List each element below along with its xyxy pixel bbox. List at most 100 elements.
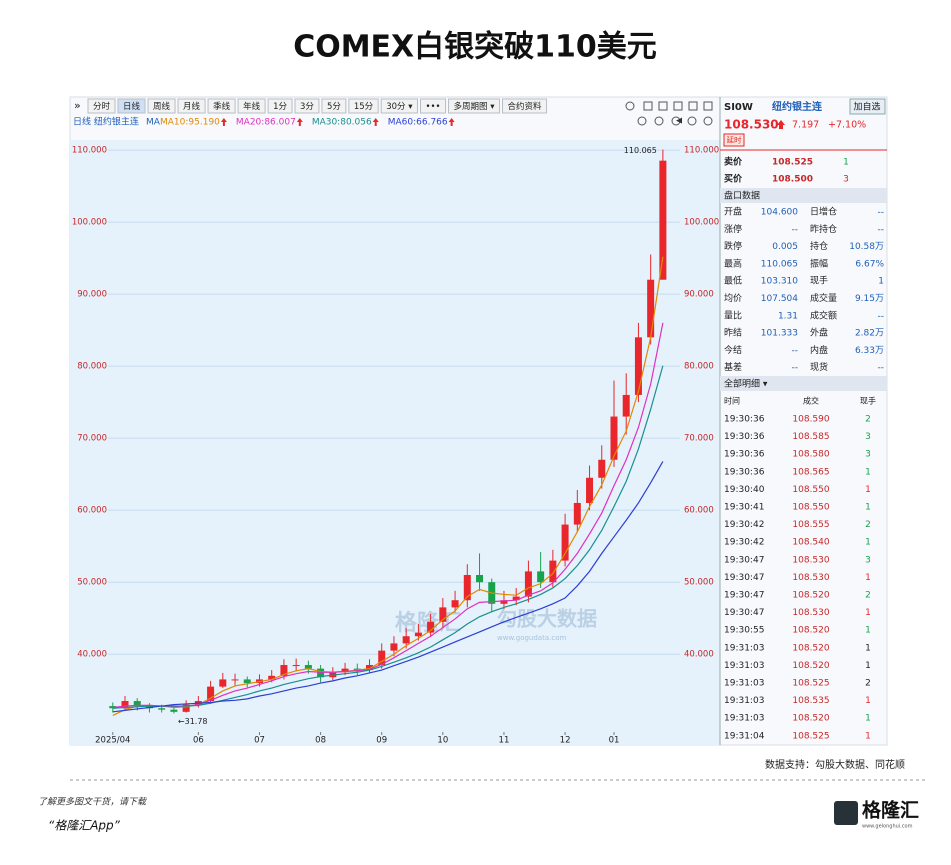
add-watchlist-button[interactable] (849, 98, 886, 115)
toolbar-button[interactable] (448, 98, 501, 114)
toolbar-button-label: 5分 (327, 102, 341, 112)
trade-cell: 19:30:42 (724, 520, 764, 530)
toolbar-button[interactable] (87, 98, 116, 114)
ma-line (112, 256, 664, 716)
ma-line (112, 461, 664, 713)
stat-value: -- (792, 225, 799, 235)
x-tick-label: 08 (315, 736, 326, 746)
delay-tag (723, 133, 745, 147)
annotation-high: 110.065 (624, 146, 657, 155)
toolbar-button[interactable] (207, 98, 236, 114)
stat-value: -- (792, 363, 799, 373)
candle-body (451, 600, 459, 608)
stat-value: -- (878, 225, 885, 235)
trade-cell: 19:30:47 (724, 573, 764, 583)
legend-entry: MA60:66.766 (388, 118, 448, 128)
trade-cell: 108.530 (792, 608, 829, 618)
x-tick-label: 01 (609, 736, 620, 746)
add-watchlist-label: 加自选 (853, 101, 880, 113)
y-tick-label-right: 80.000 (684, 362, 714, 372)
legend-arrow (296, 118, 303, 126)
footer-source: 数据支持：勾股大数据、同花顺 (765, 758, 905, 771)
y-tick-label: 60.000 (77, 506, 107, 516)
section-bar (720, 188, 887, 203)
toolbar-button[interactable] (419, 98, 447, 114)
stat-label: 昨持仓 (810, 223, 837, 235)
candle-body (231, 679, 239, 681)
trade-cell: 1 (865, 731, 871, 741)
stat-label: 开盘 (724, 206, 742, 218)
x-tick-label: 10 (437, 736, 448, 746)
toolbar-button[interactable] (502, 98, 548, 114)
toolbar-button[interactable] (177, 98, 206, 114)
trade-cell: 3 (865, 450, 871, 460)
toolbar-button[interactable] (294, 98, 320, 114)
logo-url: www.gelonghui.com (862, 824, 913, 830)
trade-cell: 19:31:03 (724, 643, 764, 653)
candle-body (268, 675, 276, 680)
candle-body (476, 574, 484, 583)
watermark: www.gogudata.com (497, 634, 566, 642)
stat-value: 107.504 (761, 294, 798, 304)
stat-label: 振幅 (810, 257, 828, 269)
toolbar-button-label: 月线 (183, 101, 201, 112)
candle-body (439, 607, 447, 622)
y-tick-label: 40.000 (77, 650, 107, 660)
toolbar-button[interactable] (147, 98, 176, 114)
candle-body (463, 574, 471, 601)
stat-label: 成交额 (810, 309, 837, 321)
trade-cell: 19:30:36 (724, 450, 765, 460)
legend-entry: MA10:95.190 (160, 118, 220, 128)
stat-label: 均价 (724, 292, 742, 304)
stat-label: 现货 (810, 361, 828, 373)
annotation-low: ←31.78 (178, 717, 208, 726)
toolbar-button-label: 多周期图 ▾ (454, 101, 496, 112)
price-marker (676, 117, 682, 124)
legend-entry: MA20:86.007 (236, 118, 296, 128)
up-arrow-icon (777, 120, 785, 129)
stat-label: 外盘 (810, 327, 828, 339)
toolbar-button[interactable] (380, 98, 418, 114)
trade-cell: 108.590 (792, 415, 829, 425)
footer-promo: 了解更多图文干货，请下载 (38, 797, 147, 808)
trade-cell: 1 (865, 696, 871, 706)
trade-cell: 108.535 (792, 696, 829, 706)
trade-cell: 1 (865, 485, 871, 495)
toolbar-button[interactable] (117, 98, 146, 114)
candle-body (586, 477, 594, 503)
toolbar-button[interactable] (237, 98, 266, 114)
stat-value: 101.333 (761, 329, 798, 339)
y-tick-label: 80.000 (77, 362, 107, 372)
y-tick-label-right: 90.000 (684, 290, 714, 300)
section-bar (720, 376, 887, 391)
trade-cell: 108.525 (792, 731, 829, 741)
trade-cell: 3 (865, 555, 871, 565)
candle-body (402, 636, 410, 644)
book-label: 买价 (724, 174, 743, 185)
toolbar-expand[interactable]: » (74, 99, 81, 112)
section-title: 盘口数据 (724, 190, 760, 202)
trade-cell: 108.580 (792, 450, 829, 460)
stat-label: 日增仓 (810, 206, 837, 218)
trade-cell: 108.525 (792, 679, 829, 689)
toolbar-button[interactable] (267, 98, 293, 114)
candle-body (427, 621, 435, 633)
toolbar-button[interactable] (348, 98, 379, 114)
trade-cell: 2 (865, 415, 871, 425)
legend-arrow (372, 118, 379, 126)
stat-label: 昨结 (724, 327, 742, 339)
candle-body (634, 337, 642, 395)
legend-arrow (220, 118, 227, 126)
trade-cell: 108.565 (792, 467, 829, 477)
candle-body (622, 394, 630, 417)
candle-body (304, 665, 312, 669)
candle-body (378, 650, 386, 666)
toolbar-button[interactable] (321, 98, 347, 114)
trade-cell: 19:30:40 (724, 485, 765, 495)
candle-body (537, 571, 545, 583)
y-tick-label: 110.000 (72, 146, 107, 156)
trade-cell: 108.520 (792, 661, 829, 671)
trade-cell: 108.550 (792, 485, 829, 495)
candle-body (365, 665, 373, 671)
candle-body (207, 686, 215, 702)
